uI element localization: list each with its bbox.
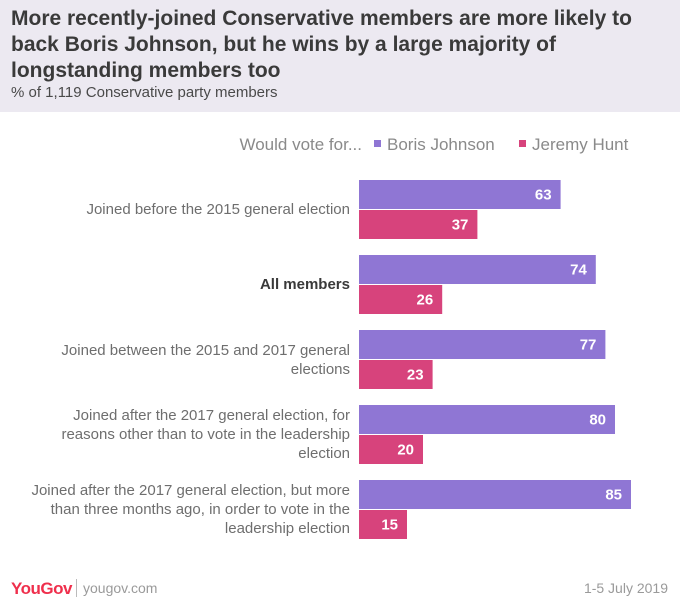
bar-hunt-2 xyxy=(359,360,433,389)
legend: Would vote for... Boris Johnson Jeremy H… xyxy=(0,135,680,157)
bar-johnson-4 xyxy=(359,480,631,509)
yougov-logo: YouGov xyxy=(11,579,72,598)
chart-subtitle: % of 1,119 Conservative party members xyxy=(11,84,278,101)
legend-label-boris-johnson: Boris Johnson xyxy=(387,135,495,154)
legend-swatch-jeremy-hunt xyxy=(519,140,526,148)
bar-johnson-1 xyxy=(359,255,596,284)
bar-hunt-1 xyxy=(359,285,443,314)
data-label-hunt-3: 20 xyxy=(397,442,414,459)
header-band: More recently-joined Conservative member… xyxy=(0,0,680,112)
chart-title: More recently-joined Conservative member… xyxy=(11,7,632,82)
footer-divider xyxy=(76,579,77,597)
category-label-1: All members xyxy=(259,276,350,293)
bar-hunt-3 xyxy=(359,435,423,464)
category-label-3: Joined after the 2017 general election, … xyxy=(61,407,350,462)
footer-date: 1-5 July 2019 xyxy=(583,580,668,596)
category-label-0: Joined before the 2015 general election xyxy=(86,201,350,218)
bar-hunt-4 xyxy=(359,510,407,539)
legend-item-jeremy-hunt: Jeremy Hunt xyxy=(519,135,628,155)
data-label-johnson-0: 63 xyxy=(535,187,552,204)
bar-johnson-0 xyxy=(359,180,561,209)
data-label-johnson-4: 85 xyxy=(605,487,622,504)
category-label-4: Joined after the 2017 general election, … xyxy=(31,482,350,537)
bar-hunt-0 xyxy=(359,210,478,239)
data-label-hunt-2: 23 xyxy=(407,367,424,384)
legend-item-boris-johnson: Boris Johnson xyxy=(374,135,495,155)
legend-label-jeremy-hunt: Jeremy Hunt xyxy=(532,135,629,154)
bar-johnson-3 xyxy=(359,405,615,434)
category-label-2: Joined between the 2015 and 2017 general… xyxy=(61,341,350,378)
legend-prefix: Would vote for... xyxy=(239,135,362,154)
data-label-johnson-1: 74 xyxy=(570,262,587,279)
legend-swatch-boris-johnson xyxy=(374,140,381,148)
data-label-hunt-1: 26 xyxy=(417,292,434,309)
footer-url: yougov.com xyxy=(83,580,158,596)
data-label-hunt-4: 15 xyxy=(381,517,398,534)
bar-johnson-2 xyxy=(359,330,606,359)
data-label-johnson-3: 80 xyxy=(589,412,606,429)
data-label-hunt-0: 37 xyxy=(452,217,469,234)
data-label-johnson-2: 77 xyxy=(580,337,597,354)
